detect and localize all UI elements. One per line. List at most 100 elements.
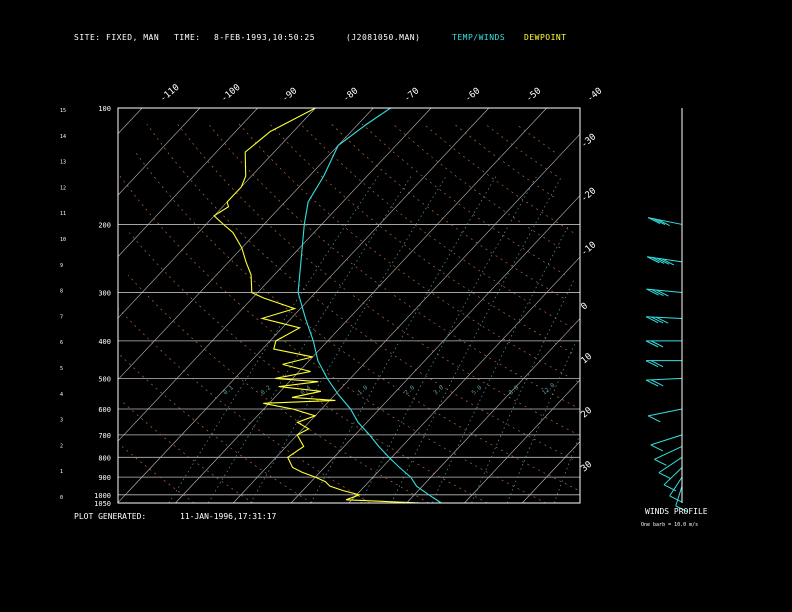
plot-frame: [117, 107, 581, 504]
mixing-ratio-label: 12.0: [541, 382, 557, 397]
dry-adiabat-line: [361, 123, 566, 276]
right-temp-label: -20: [580, 186, 599, 204]
header-time-label: TIME:: [174, 33, 201, 42]
height-km-label: 0: [60, 495, 63, 501]
dry-adiabat-line: [515, 123, 555, 153]
top-temp-label: -80: [342, 86, 361, 104]
top-temp-label: -50: [525, 86, 544, 104]
wind-barb-flag: [647, 217, 661, 225]
wind-barb-flag: [647, 256, 660, 264]
dry-adiabat-line: [121, 446, 195, 504]
wind-barb-flag: [669, 495, 682, 503]
legend-dewpoint: DEWPOINT: [524, 33, 567, 42]
wind-barb-flag: [645, 360, 659, 368]
mixing-ratio-label: 3.0: [432, 384, 445, 397]
height-km-label: 12: [60, 185, 66, 191]
isotherm-line: [117, 107, 490, 503]
wind-barb-flag: [654, 458, 667, 466]
isotherm-line: [521, 441, 581, 504]
wind-barb-flag: [645, 379, 659, 387]
header-time-value: 8-FEB-1993,10:50:25: [214, 33, 316, 42]
mixing-ratio-label: 8.0: [508, 384, 521, 397]
height-km-label: 3: [60, 418, 63, 424]
dry-adiabat-line: [119, 175, 547, 504]
isotherm-line: [290, 195, 581, 504]
height-km-label: 7: [60, 314, 63, 320]
wind-barb: [675, 486, 683, 507]
header-site-value: FIXED, MAN: [106, 33, 160, 42]
wind-barb-flag: [650, 444, 664, 452]
isobar-label: 200: [98, 221, 111, 229]
right-temp-label: -30: [580, 132, 599, 150]
mixing-ratio-line: [391, 175, 563, 504]
dry-adiabat-line: [392, 123, 561, 249]
right-temp-label: -10: [580, 240, 599, 258]
dry-adiabat-line: [300, 123, 573, 329]
mixing-ratio-line: [553, 434, 581, 504]
height-km-label: 1: [60, 469, 63, 475]
dry-adiabat-line: [177, 123, 574, 433]
wind-barb: [658, 456, 683, 474]
isobar-label: 800: [98, 454, 111, 462]
top-temp-label: -70: [403, 86, 422, 104]
right-temp-label: 30: [580, 460, 595, 475]
isobar-label: 300: [98, 290, 111, 298]
header-file-name: (J2081050.MAN): [346, 33, 421, 42]
mixing-ratio-label: 1.0: [357, 384, 370, 397]
height-km-label: 6: [60, 340, 63, 346]
dry-adiabat-line: [484, 123, 557, 177]
wind-barb-flag: [650, 316, 664, 324]
wind-barb-flag: [646, 288, 659, 296]
dry-adiabat-line: [146, 123, 574, 460]
legend-temp-winds: TEMP/WINDS: [452, 33, 506, 42]
isotherm-line: [117, 107, 374, 380]
mixing-ratio-line: [471, 277, 576, 504]
winds-note: One barb = 10.0 m/s: [641, 522, 699, 528]
isobar-label: 1000: [94, 492, 111, 500]
mixing-ratio-label: 0.1: [222, 384, 235, 397]
top-temp-label: -110: [159, 83, 182, 105]
wind-barb-flag: [651, 257, 665, 264]
dry-adiabat-line: [454, 123, 555, 198]
isobar-label: 400: [98, 338, 111, 346]
mixing-ratio-label: 2.0: [403, 384, 416, 397]
dry-adiabat-line: [331, 123, 564, 299]
mixing-ratio-line: [506, 340, 577, 504]
height-km-label: 9: [60, 263, 63, 269]
winds-profile-label: WINDS PROFILE: [645, 507, 708, 516]
isotherm-line: [175, 107, 547, 504]
wind-barb-flag: [650, 379, 664, 387]
wind-barb-flag: [645, 316, 659, 324]
isobar-label: 900: [98, 474, 111, 482]
isotherm-line: [117, 107, 316, 319]
wind-barb: [648, 408, 683, 417]
dry-adiabat-line: [135, 151, 578, 490]
mixing-ratio-label: 5.0: [471, 384, 484, 397]
isotherm-line: [117, 107, 432, 442]
top-temp-label: -60: [464, 86, 483, 104]
wind-barb-flag: [650, 360, 664, 368]
top-temp-label: -100: [220, 83, 243, 105]
wind-barb: [669, 476, 683, 497]
dry-adiabat-line: [423, 123, 574, 233]
isobar-label: 700: [98, 432, 111, 440]
wind-barb-flag: [661, 258, 675, 266]
wind-barb: [654, 446, 683, 460]
height-km-label: 13: [60, 160, 66, 166]
wind-barb-flag: [651, 289, 664, 297]
isotherm-line: [348, 256, 581, 504]
isobar-label: 600: [98, 406, 111, 414]
plot-generated-value: 11-JAN-1996,17:31:17: [180, 512, 277, 521]
wind-barb: [650, 434, 683, 446]
height-km-label: 4: [60, 392, 63, 398]
wind-barb: [663, 467, 683, 486]
right-temp-label: 10: [580, 352, 595, 367]
height-km-label: 15: [60, 108, 66, 114]
height-km-label: 14: [60, 134, 66, 140]
mixing-ratio-line: [208, 175, 412, 504]
isotherm-line: [406, 318, 581, 504]
wind-barb-flag: [652, 218, 666, 226]
temperature-line: [297, 107, 442, 504]
dry-adiabat-line: [120, 400, 254, 504]
